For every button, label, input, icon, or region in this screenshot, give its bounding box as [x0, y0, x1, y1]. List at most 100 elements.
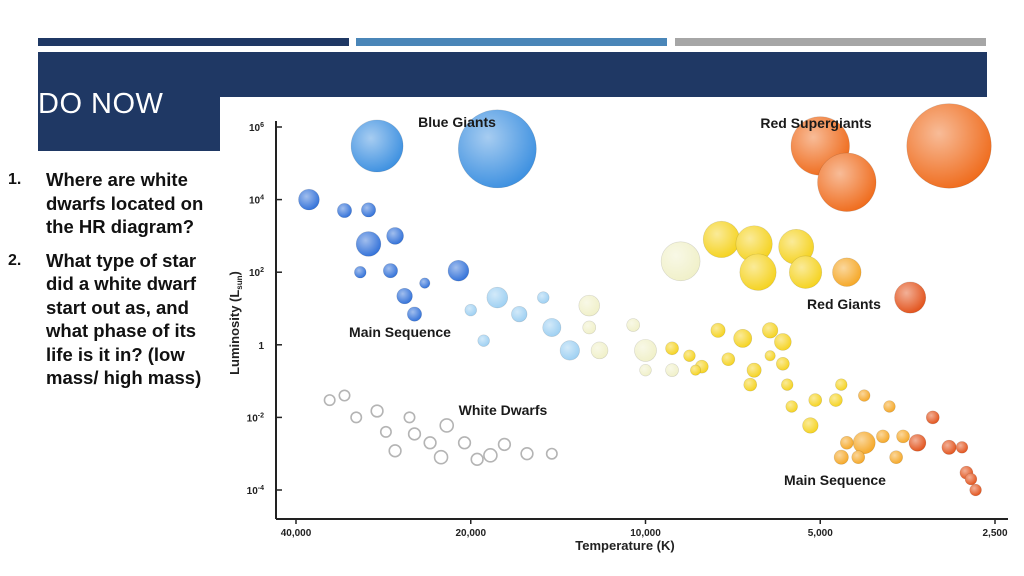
star-highlight — [690, 364, 701, 376]
star-marker-white-dwarf — [545, 447, 558, 460]
star-highlight — [634, 339, 657, 362]
header-band — [38, 52, 987, 97]
star-highlight — [743, 378, 757, 392]
y-tick-label: 1 — [258, 341, 264, 352]
star-highlight — [448, 260, 469, 282]
star-highlight — [785, 400, 798, 413]
slide-title: DO NOW — [38, 88, 164, 120]
star-highlight — [789, 255, 822, 289]
star-marker-white-dwarf — [407, 427, 422, 441]
x-tick-label: 2,500 — [982, 528, 1007, 539]
star-highlight — [802, 417, 819, 434]
question-number: 1. — [8, 171, 22, 188]
star-highlight — [776, 357, 790, 371]
y-tick-label: 10-4 — [247, 485, 264, 497]
star-highlight — [858, 389, 871, 402]
star-highlight — [876, 429, 890, 443]
star-highlight — [354, 266, 367, 279]
x-tick-label: 10,000 — [630, 528, 661, 539]
star-marker-white-dwarf — [403, 411, 416, 424]
star-highlight — [578, 295, 600, 317]
star-highlight — [746, 363, 762, 378]
star-highlight — [721, 352, 735, 366]
top-accent-bar-navy — [38, 38, 349, 46]
star-highlight — [834, 450, 849, 465]
star-highlight — [560, 340, 580, 361]
star-highlight — [781, 378, 794, 391]
star-highlight — [591, 341, 608, 359]
y-axis-label: Luminosity (Lsun) — [227, 271, 244, 375]
star-marker-white-dwarf — [483, 448, 498, 463]
title-block — [38, 97, 220, 151]
star-marker-white-dwarf — [439, 418, 455, 433]
star-highlight — [661, 241, 701, 281]
label-red-supergiants: Red Supergiants — [760, 115, 871, 131]
label-blue-giants: Blue Giants — [418, 114, 496, 130]
x-axis-label: Temperature (K) — [575, 538, 674, 553]
star-highlight — [969, 484, 982, 496]
hr-diagram: 106 104 102 1 10-2 10-4 40,000 20,000 10,000 5,00… — [227, 103, 1008, 553]
star-highlight — [419, 277, 430, 289]
star-highlight — [386, 227, 404, 245]
star-highlight — [639, 364, 652, 377]
label-white-dwarfs: White Dwarfs — [459, 402, 548, 418]
question-number: 2. — [8, 251, 22, 269]
star-highlight — [817, 153, 877, 212]
star-highlight — [542, 318, 561, 337]
question-item: 1. Where are white dwarfs located on the… — [8, 168, 208, 239]
star-marker-white-dwarf — [338, 389, 351, 402]
star-highlight — [458, 109, 537, 188]
x-tick-label: 40,000 — [281, 528, 312, 539]
star-highlight — [733, 329, 752, 348]
star-marker-white-dwarf — [379, 425, 392, 438]
question-item: 2. What type of star did a white dwarf s… — [8, 249, 208, 390]
star-highlight — [965, 473, 977, 485]
star-highlight — [926, 410, 940, 424]
star-marker-white-dwarf — [323, 394, 336, 407]
question-list: 1. Where are white dwarfs located on the… — [8, 168, 208, 400]
star-highlight — [808, 393, 822, 407]
star-highlight — [851, 450, 865, 464]
star-marker-white-dwarf — [350, 411, 363, 424]
star-highlight — [298, 189, 320, 210]
question-text: Where are white dwarfs located on the HR… — [46, 169, 204, 237]
star-highlight — [710, 323, 726, 338]
star-marker-white-dwarf — [433, 449, 449, 465]
star-highlight — [407, 306, 422, 322]
star-marker-white-dwarf — [470, 452, 484, 466]
y-tick-label: 104 — [249, 195, 264, 207]
star-highlight — [778, 229, 814, 265]
label-red-giants: Red Giants — [807, 296, 881, 312]
star-highlight — [735, 225, 773, 263]
star-highlight — [762, 322, 778, 339]
label-main-sequence-lower: Main Sequence — [784, 472, 886, 488]
star-highlight — [665, 341, 679, 355]
star-marker-white-dwarf — [497, 437, 512, 452]
star-highlight — [356, 231, 381, 257]
star-highlight — [511, 306, 528, 322]
y-tick-label: 10-2 — [247, 412, 264, 424]
star-highlight — [683, 349, 696, 362]
label-main-sequence-upper: Main Sequence — [349, 324, 451, 340]
star-highlight — [835, 378, 848, 391]
star-highlight — [941, 440, 957, 455]
star-highlight — [351, 119, 404, 172]
star-highlight — [537, 291, 550, 304]
star-highlight — [703, 221, 740, 258]
star-highlight — [486, 287, 508, 308]
star-highlight — [337, 203, 352, 218]
star-highlight — [883, 400, 896, 413]
star-marker-white-dwarf — [423, 436, 437, 450]
star-marker-white-dwarf — [457, 436, 472, 450]
star-highlight — [665, 363, 679, 377]
star-marker-white-dwarf — [520, 447, 534, 461]
star-highlight — [829, 393, 843, 407]
star-highlight — [739, 254, 777, 291]
top-accent-bar-gray — [675, 38, 986, 46]
star-highlight — [832, 257, 862, 287]
y-tick-label: 102 — [249, 267, 264, 279]
star-highlight — [896, 429, 910, 443]
star-highlight — [477, 334, 490, 347]
x-tick-label: 5,000 — [808, 528, 833, 539]
star-highlight — [894, 281, 926, 314]
